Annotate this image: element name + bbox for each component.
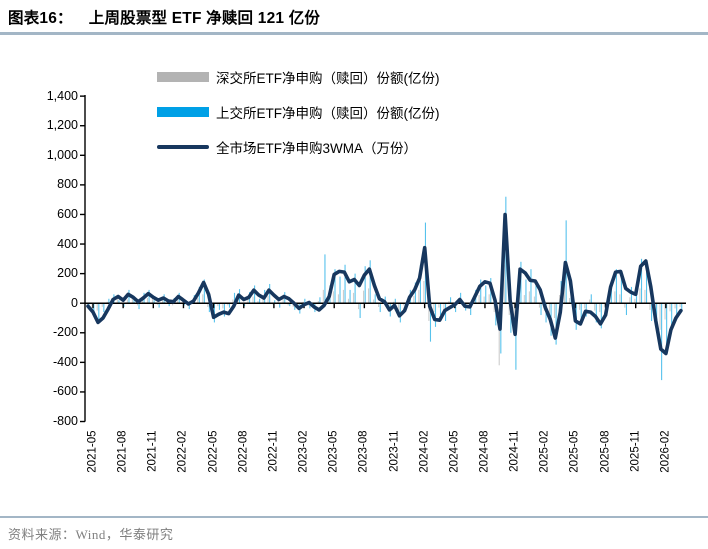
y-tick-label: -800 bbox=[52, 414, 78, 429]
y-tick-label: 800 bbox=[57, 177, 78, 192]
x-tick-label: 2021-11 bbox=[146, 430, 159, 472]
szse-bar-swatch-icon bbox=[157, 72, 209, 82]
sse-bar-swatch-icon bbox=[157, 107, 209, 117]
y-tick-label: 1,000 bbox=[46, 147, 78, 162]
figure-title: 上周股票型 ETF 净赎回 121 亿份 bbox=[88, 10, 321, 27]
y-tick-label: -400 bbox=[52, 354, 78, 369]
y-tick-label: 400 bbox=[57, 236, 78, 251]
source-rule bbox=[0, 516, 708, 518]
x-tick-label: 2024-08 bbox=[478, 430, 491, 473]
x-tick-label: 2024-02 bbox=[418, 430, 431, 473]
title-rule bbox=[0, 32, 708, 35]
x-tick-label: 2025-05 bbox=[568, 430, 581, 473]
x-tick-label: 2025-08 bbox=[599, 430, 612, 473]
y-tick-label: 0 bbox=[71, 295, 78, 310]
legend-item-sse: 上交所ETF净申购（赎回）份额(亿份) bbox=[157, 103, 440, 121]
x-tick-label: 2023-02 bbox=[297, 430, 310, 473]
x-tick-label: 2024-11 bbox=[508, 430, 521, 472]
x-tick-label: 2026-02 bbox=[659, 430, 672, 473]
y-tick-label: 600 bbox=[57, 206, 78, 221]
x-tick-label: 2024-05 bbox=[448, 430, 461, 473]
y-tick-label: 200 bbox=[57, 266, 78, 281]
x-tick-label: 2021-05 bbox=[86, 430, 99, 473]
x-tick-label: 2023-08 bbox=[357, 430, 370, 473]
legend-label-3wma: 全市场ETF净申购3WMA（万份） bbox=[216, 141, 417, 156]
legend-label-sse: 上交所ETF净申购（赎回）份额(亿份) bbox=[216, 106, 440, 121]
x-tick-label: 2022-11 bbox=[267, 430, 280, 472]
legend: 深交所ETF净申购（赎回）份额(亿份) 上交所ETF净申购（赎回）份额(亿份) … bbox=[157, 68, 440, 173]
x-tick-label: 2021-08 bbox=[116, 430, 129, 473]
y-tick-label: -200 bbox=[52, 325, 78, 340]
figure-title-row: 图表16： 上周股票型 ETF 净赎回 121 亿份 bbox=[8, 6, 320, 28]
x-tick-label: 2025-11 bbox=[629, 430, 642, 472]
x-tick-label: 2022-02 bbox=[176, 430, 189, 473]
y-tick-label: 1,200 bbox=[46, 118, 78, 133]
source-text: 资料来源：Wind，华泰研究 bbox=[8, 527, 174, 542]
legend-item-3wma: 全市场ETF净申购3WMA（万份） bbox=[157, 138, 440, 156]
y-tick-label: -600 bbox=[52, 384, 78, 399]
x-tick-label: 2022-05 bbox=[207, 430, 220, 473]
x-tick-label: 2023-11 bbox=[388, 430, 400, 472]
x-tick-label: 2025-02 bbox=[538, 430, 551, 473]
y-tick-label: 1,400 bbox=[46, 88, 78, 103]
legend-label-szse: 深交所ETF净申购（赎回）份额(亿份) bbox=[216, 71, 440, 86]
figure-label: 图表16： bbox=[8, 10, 73, 27]
legend-item-szse: 深交所ETF净申购（赎回）份额(亿份) bbox=[157, 68, 440, 86]
wma-line-swatch-icon bbox=[157, 145, 209, 149]
x-tick-label: 2022-08 bbox=[237, 430, 250, 473]
x-tick-label: 2023-05 bbox=[327, 430, 340, 473]
